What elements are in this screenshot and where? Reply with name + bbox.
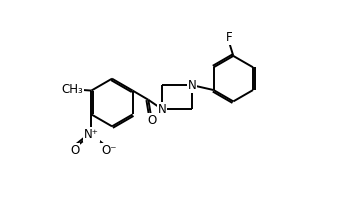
Text: O: O [147,114,156,127]
Text: O⁻: O⁻ [102,144,117,157]
Text: N: N [158,102,166,116]
Text: F: F [225,31,232,44]
Text: CH₃: CH₃ [61,83,83,96]
Text: N⁺: N⁺ [84,128,99,141]
Text: N: N [188,79,196,92]
Text: O: O [70,144,79,157]
